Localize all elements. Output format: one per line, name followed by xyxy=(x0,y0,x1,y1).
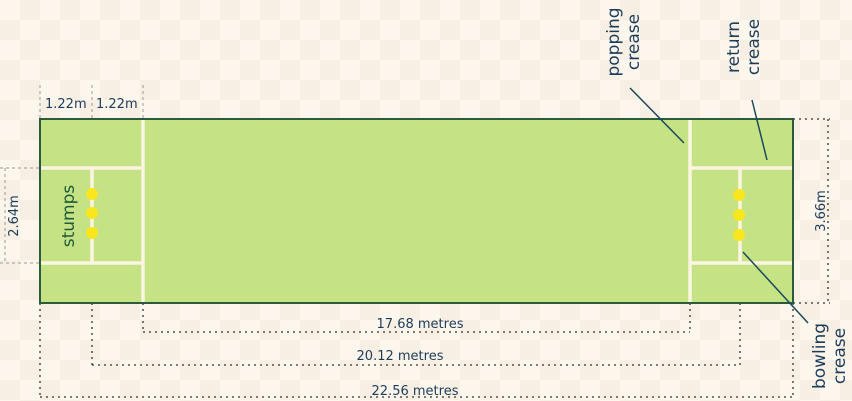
stumps-label: stumps xyxy=(59,185,79,248)
stump xyxy=(733,209,745,221)
stump xyxy=(86,207,98,219)
dim-bowling-to-bowling: 20.12 metres xyxy=(357,349,444,364)
svg-text:return: return xyxy=(724,21,744,73)
stump xyxy=(86,188,98,200)
dim-stumps-width: 2.64m xyxy=(7,195,22,237)
stump xyxy=(86,227,98,239)
svg-text:popping: popping xyxy=(604,7,624,76)
dim-pitch-width: 3.66m xyxy=(814,190,829,232)
svg-text:crease: crease xyxy=(744,19,764,75)
bowling-crease-pointer xyxy=(742,251,809,324)
svg-text:crease: crease xyxy=(830,328,850,384)
stump xyxy=(733,189,745,201)
crease-lines xyxy=(41,120,792,302)
bowling-crease-label: bowling crease xyxy=(810,323,850,389)
return-crease-label: return crease xyxy=(724,19,764,75)
popping-crease-pointer xyxy=(629,87,685,144)
dim-left-1: 1.22m xyxy=(45,97,87,112)
dim-total-length: 22.56 metres xyxy=(372,384,459,399)
dim-popping-to-popping: 17.68 metres xyxy=(377,317,464,332)
return-crease-pointer xyxy=(751,99,768,161)
svg-text:crease: crease xyxy=(624,14,644,70)
stump xyxy=(733,229,745,241)
popping-crease-label: popping crease xyxy=(604,7,644,76)
pointer-lines xyxy=(629,87,809,324)
dim-left-2: 1.22m xyxy=(96,97,138,112)
guide-lines xyxy=(0,85,144,264)
stumps xyxy=(86,188,745,241)
svg-text:bowling: bowling xyxy=(810,323,830,389)
pitch xyxy=(39,118,794,304)
dimension-lines xyxy=(39,118,830,398)
